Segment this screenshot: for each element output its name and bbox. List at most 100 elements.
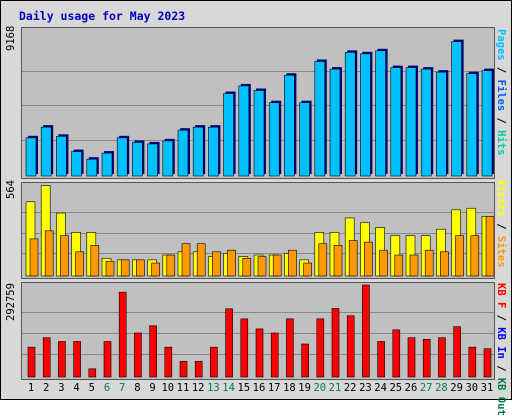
sites-bar [348,240,358,277]
legend-entry: / [495,60,507,80]
sites-bar [303,262,312,277]
y-max-label-bottom: 292759 [5,283,17,321]
legend-entry: Visits [495,179,507,217]
kb-f-bar [422,338,431,378]
sites-bar [212,251,221,277]
kb-f-bar [346,315,355,378]
kb-f-bar [210,346,218,378]
day-tick-label: 30 [465,382,479,394]
kb-f-bar [331,308,340,378]
day-tick-label: 7 [119,382,126,394]
legend-entry: Pages [495,29,507,61]
kb-f-bar [58,341,66,378]
kb-f-bar [301,343,309,378]
pages-bar [375,50,386,177]
pages-bar [86,158,98,177]
day-tick-label: 14 [222,382,235,394]
y-max-label-top: 9168 [5,25,17,51]
kb-f-bar [179,360,188,378]
legend-entry: KB F [495,283,507,309]
sites-bar [470,235,480,277]
sites-bar [60,235,69,277]
sites-bar [136,259,145,277]
sites-bar [166,254,176,277]
sites-bar [196,243,206,277]
day-tick-label: 16 [252,382,266,394]
kb-f-bar [27,346,36,378]
sites-bar [242,257,252,277]
pages-bar [162,140,174,177]
pages-bar [177,129,189,177]
pages-bar [299,102,310,177]
sites-bar [364,241,373,277]
pages-bar [192,126,204,177]
pages-bar [208,126,219,177]
kb-f-bar [438,337,446,378]
kb-f-bar [194,360,203,378]
day-tick-label: 13 [207,382,220,394]
day-tick-label: 12 [191,382,205,394]
hits-files-pages-panel [21,27,495,179]
kb-f-bar [483,348,492,378]
pages-bar [390,67,402,177]
kb-f-bar [118,291,127,378]
sites-bar [440,251,449,277]
kb-f-bar [42,337,51,378]
legend-entry: / [495,308,507,328]
legend-middle: Visits / Sites [495,179,507,268]
day-tick-label: 28 [435,382,448,394]
pages-bar [329,68,341,177]
day-tick-label: 10 [161,382,175,394]
sites-bar [90,245,100,277]
day-tick-label: 5 [88,382,95,394]
day-tick-label: 9 [149,382,156,394]
kb-f-bar [316,318,325,378]
kb-f-bar [407,337,416,378]
visits-sites-panel [21,182,495,279]
day-tick-label: 23 [359,382,372,394]
pages-bar [466,73,478,177]
legend-entry: Hits [495,130,507,156]
day-tick-label: 18 [283,382,296,394]
legend-top: Pages / Files / Hits [495,29,507,155]
kbytes-panel [21,282,495,380]
sites-bar [120,259,130,277]
pages-bar [238,85,250,177]
kb-f-bar [286,318,294,378]
pages-bar [451,41,462,177]
pages-bar [344,52,356,177]
kb-f-bar [103,341,112,378]
sites-bar [181,243,191,277]
day-tick-label: 2 [43,382,50,394]
kb-f-bar [255,328,264,378]
pages-bar [314,61,326,177]
legend-entry: / [495,111,507,131]
kb-f-bar [73,341,81,378]
kb-f-bar [468,346,477,378]
sites-bar [424,249,434,277]
hits-files-pages-chart [22,39,494,177]
sites-bar [105,261,115,277]
kb-f-bar [453,326,461,378]
day-tick-label: 26 [404,382,418,394]
day-tick-label: 4 [73,382,80,394]
kb-f-bar [377,341,385,378]
kbytes-chart [22,284,494,378]
pages-bar [405,67,417,177]
pages-bar [116,137,128,177]
kb-f-bar [362,284,370,378]
day-tick-label: 21 [328,382,342,394]
sites-bar [333,245,343,277]
legend-entry: Files [495,79,507,112]
sites-bar [379,249,388,277]
pages-bar [101,152,113,177]
sites-bar [75,251,84,277]
sites-bar [44,230,54,277]
kb-f-bar [164,346,173,378]
kb-f-bar [225,308,233,378]
pages-bar [132,142,143,177]
pages-bar [481,70,493,177]
day-tick-label: 15 [237,382,251,394]
pages-bar [56,135,67,177]
pages-bar [223,93,234,177]
